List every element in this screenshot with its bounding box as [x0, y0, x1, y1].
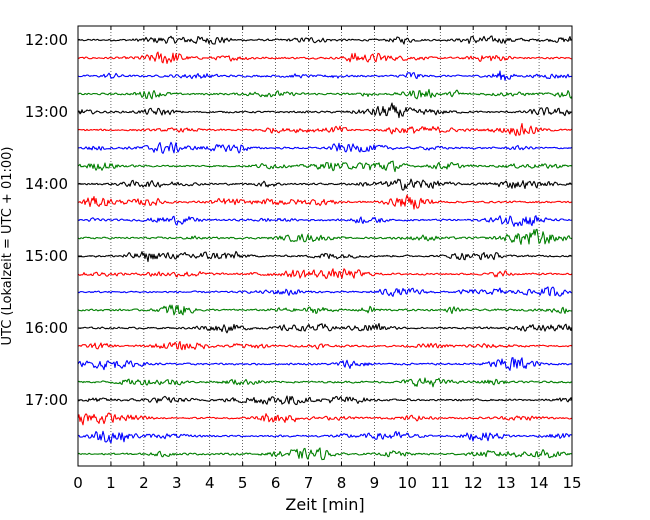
trace-row-1600 — [77, 322, 573, 334]
x-tick-label: 4 — [205, 474, 215, 492]
x-tick-label: 12 — [464, 474, 483, 492]
trace-row-1300 — [77, 102, 573, 119]
x-tick-label: 5 — [238, 474, 248, 492]
trace-row-1630 — [77, 357, 573, 371]
x-tick-label: 9 — [370, 474, 380, 492]
trace-row-1215 — [77, 51, 573, 64]
trace-row-1530 — [77, 286, 573, 297]
trace-row-1745 — [77, 447, 573, 461]
x-tick-label: 3 — [172, 474, 182, 492]
x-tick-label: 0 — [73, 474, 83, 492]
trace-row-1330 — [77, 141, 573, 154]
x-tick-label: 14 — [530, 474, 549, 492]
trace-row-1700 — [77, 395, 573, 406]
y-axis-label: UTC (Lokalzeit = UTC + 01:00) — [0, 147, 15, 346]
y-tick-label: 14:00 — [25, 175, 68, 193]
trace-row-1430 — [77, 215, 573, 227]
trace-row-1445 — [77, 228, 573, 245]
x-tick-label: 2 — [139, 474, 149, 492]
x-tick-label: 10 — [398, 474, 417, 492]
y-tick-label: 12:00 — [25, 31, 68, 49]
seismic-traces — [77, 35, 573, 461]
trace-row-1245 — [77, 88, 573, 100]
x-axis-ticks: 0 1 2 3 4 5 6 7 8 9 10 11 12 13 14 15 — [73, 26, 582, 492]
trace-row-1345 — [77, 160, 573, 173]
x-tick-label: 13 — [497, 474, 516, 492]
plot-frame — [77, 25, 573, 467]
trace-row-1415 — [77, 194, 573, 210]
y-axis-ticks: 12:00 13:00 14:00 15:00 16:00 17:00 — [25, 31, 572, 409]
y-tick-label: 15:00 — [25, 247, 68, 265]
y-tick-label: 16:00 — [25, 319, 68, 337]
x-tick-label: 8 — [337, 474, 347, 492]
trace-row-1715 — [77, 412, 573, 426]
vertical-gridlines — [110, 26, 540, 466]
trace-row-1500 — [77, 250, 573, 263]
x-tick-label: 15 — [562, 474, 581, 492]
y-tick-label: 13:00 — [25, 103, 68, 121]
trace-row-1615 — [77, 340, 573, 351]
x-axis-label: Zeit [min] — [285, 495, 364, 514]
trace-row-1645 — [77, 377, 573, 388]
x-tick-label: 6 — [271, 474, 281, 492]
x-tick-label: 11 — [431, 474, 450, 492]
trace-row-1515 — [77, 268, 573, 280]
trace-row-1400 — [77, 178, 573, 191]
trace-row-1230 — [77, 70, 573, 81]
trace-row-1545 — [77, 304, 573, 316]
trace-row-1200 — [77, 35, 573, 45]
x-tick-label: 1 — [106, 474, 116, 492]
trace-row-1315 — [77, 122, 573, 137]
y-tick-label: 17:00 — [25, 391, 68, 409]
x-tick-label: 7 — [304, 474, 314, 492]
trace-row-1730 — [77, 430, 573, 444]
